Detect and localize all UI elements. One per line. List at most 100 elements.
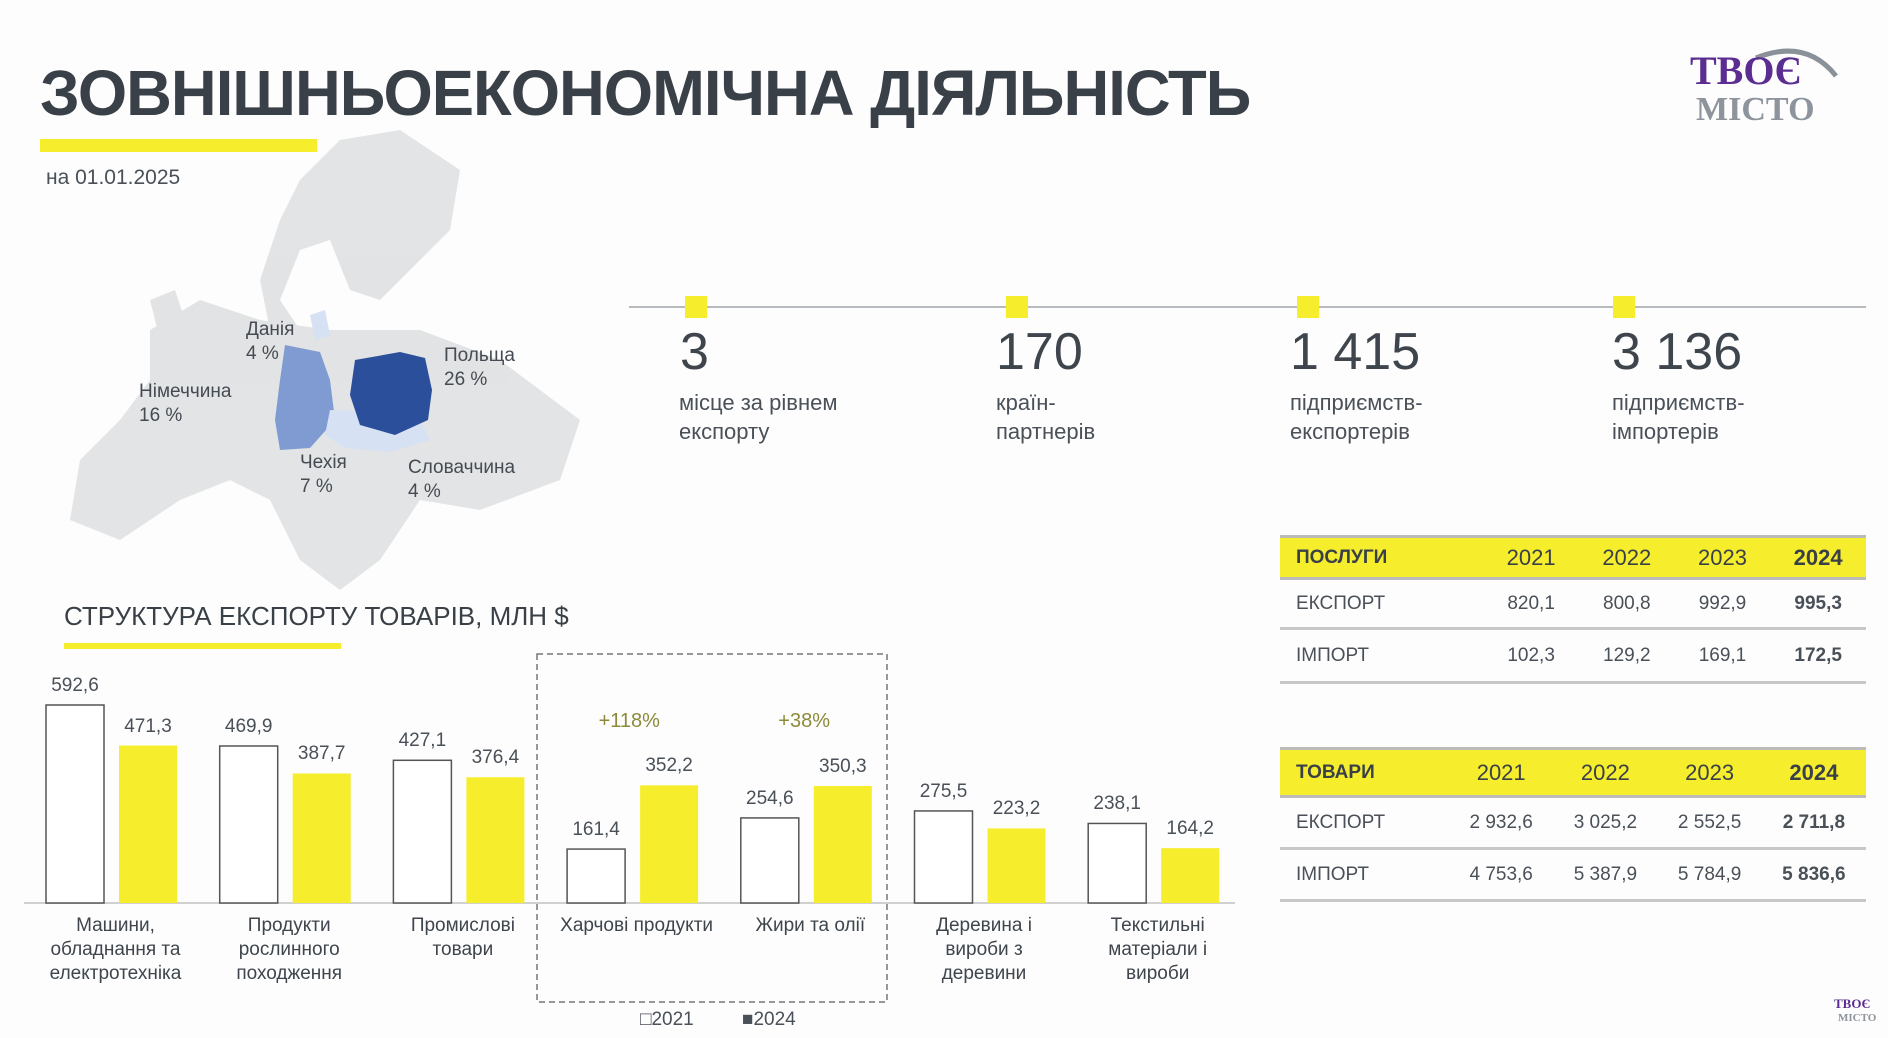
table-cell: 129,2	[1578, 628, 1675, 684]
row-label: ЕКСПОРТ	[1280, 796, 1450, 850]
category-label-line: рослинного	[238, 939, 340, 960]
kpi-marker	[1613, 296, 1635, 318]
footer-logo-bottom: МІСТО	[1838, 1012, 1877, 1024]
country-name: Німеччина	[139, 381, 232, 402]
kpi-label-line: експорту	[679, 419, 770, 444]
kpi-partner-countries-value: 170	[996, 323, 1083, 381]
table-row: ІМПОРТ 4 753,6 5 387,9 5 784,9 5 836,6	[1280, 848, 1866, 902]
category-label-line: матеріали і	[1108, 939, 1208, 960]
table-header: 2021	[1449, 747, 1554, 798]
title-underline	[40, 139, 317, 152]
table-header: 2021	[1483, 535, 1579, 580]
table-cell: 3 025,2	[1553, 796, 1658, 850]
kpi-exporters-label: підприємств-експортерів	[1290, 388, 1423, 446]
kpi-label-line: імпортерів	[1612, 419, 1719, 444]
map-label-poland: Польща 26 %	[444, 344, 515, 392]
map-label-denmark: Данія 4 %	[246, 318, 294, 366]
kpi-exporters-value: 1 415	[1290, 323, 1421, 381]
legend-item-2024: ■2024	[742, 1009, 796, 1030]
chart-title: СТРУКТУРА ЕКСПОРТУ ТОВАРІВ, МЛН $	[64, 601, 569, 631]
category-label-line: вироби з	[945, 939, 1023, 960]
table-header: ТОВАРИ	[1280, 747, 1450, 798]
bar-2024	[466, 777, 525, 903]
table-cell: 2 552,5	[1657, 796, 1762, 850]
table-cell: 2 711,8	[1761, 796, 1866, 850]
footer-logo: ТВОЄ МІСТО	[1834, 996, 1877, 1024]
country-name: Польща	[444, 345, 515, 366]
kpi-marker	[685, 296, 707, 318]
europe-map	[70, 130, 580, 590]
table-cell: 995,3	[1770, 578, 1866, 630]
category-label: Жири та олії	[725, 914, 895, 938]
bar-2024	[987, 828, 1046, 903]
bar-2021	[392, 759, 453, 904]
footer-logo-top: ТВОЄ	[1834, 996, 1870, 1011]
kpi-label-line: місце за рівнем	[679, 390, 838, 415]
country-share: 16 %	[139, 405, 183, 426]
table-cell: 992,9	[1674, 578, 1771, 630]
table-row: ЕКСПОРТ 2 932,6 3 025,2 2 552,5 2 711,8	[1280, 796, 1866, 850]
bar-2021	[45, 704, 105, 904]
map-label-germany: Німеччина 16 %	[139, 380, 231, 428]
bar-2024	[292, 773, 351, 903]
bar-value-label: 471,3	[124, 715, 172, 737]
row-label: ІМПОРТ	[1280, 628, 1484, 684]
bar-2021	[218, 745, 279, 904]
category-label: Продукти рослинного походження	[204, 914, 374, 986]
growth-annotation: +38%	[778, 710, 831, 732]
kpi-importers-label: підприємств-імпортерів	[1612, 388, 1745, 446]
kpi-label-line: підприємств-	[1612, 390, 1745, 415]
category-label-line: походження	[236, 963, 343, 984]
bar-value-label: 376,4	[471, 747, 520, 769]
bar-2024	[1161, 848, 1220, 903]
kpi-export-rank-value: 3	[680, 323, 709, 381]
report-date: на 01.01.2025	[46, 166, 181, 189]
country-share: 4 %	[408, 481, 441, 502]
bar-2024	[640, 785, 699, 903]
bar-value-label: 387,7	[297, 743, 346, 765]
kpi-importers-value: 3 136	[1612, 323, 1743, 381]
category-label-line: товари	[432, 939, 494, 960]
bar-value-label: 223,2	[992, 798, 1041, 820]
kpi-partner-countries-label: країн-партнерів	[996, 388, 1095, 446]
category-label: Деревина і вироби з деревини	[899, 914, 1069, 986]
table-header: 2024	[1770, 535, 1866, 580]
table-cell: 4 753,6	[1449, 848, 1554, 902]
page-title: ЗОВНІШНЬОЕКОНОМІЧНА ДІЯЛЬНІСТЬ	[40, 57, 1251, 129]
category-label: Текстильні матеріали і вироби	[1073, 914, 1243, 986]
logo-text-top: ТВОЄ	[1690, 48, 1802, 93]
table-header-row: ПОСЛУГИ 2021 2022 2023 2024	[1280, 535, 1866, 580]
country-share: 26 %	[444, 369, 488, 390]
table-cell: 5 836,6	[1761, 848, 1866, 902]
category-label-line: вироби	[1126, 963, 1190, 984]
table-cell: 2 932,6	[1449, 796, 1554, 850]
table-row: ЕКСПОРТ 820,1 800,8 992,9 995,3	[1280, 578, 1866, 630]
table-header: 2022	[1553, 747, 1658, 798]
map-poland	[350, 352, 432, 435]
kpi-label-line: країн-	[996, 390, 1056, 415]
services-table: ПОСЛУГИ 2021 2022 2023 2024 ЕКСПОРТ 820,…	[1280, 535, 1866, 684]
chart-title-underline	[64, 643, 341, 649]
table-cell: 800,8	[1578, 578, 1675, 630]
kpi-marker	[1006, 296, 1028, 318]
category-label-line: Жири та олії	[755, 915, 866, 936]
bar-value-label: 592,6	[51, 675, 99, 696]
category-label-line: електротехніка	[49, 963, 182, 984]
country-share: 7 %	[300, 476, 333, 497]
logo-text-bottom: МІСТО	[1696, 91, 1815, 124]
category-label-line: обладнання та	[50, 939, 181, 960]
table-cell: 820,1	[1483, 578, 1579, 630]
table-header: 2022	[1578, 535, 1675, 580]
category-label-line: Промислові	[410, 915, 515, 936]
table-cell: 5 784,9	[1657, 848, 1762, 902]
bar-2024	[119, 745, 177, 903]
category-label-line: Продукти	[247, 915, 331, 936]
bar-value-label: 469,9	[224, 715, 273, 737]
table-cell: 102,3	[1483, 628, 1579, 684]
table-header: 2023	[1657, 747, 1762, 798]
kpi-export-rank-label: місце за рівнем експорту	[679, 388, 837, 446]
bar-value-label: 352,2	[645, 755, 693, 777]
kpi-marker	[1297, 296, 1319, 318]
category-label: Харчові продукти	[552, 914, 722, 938]
